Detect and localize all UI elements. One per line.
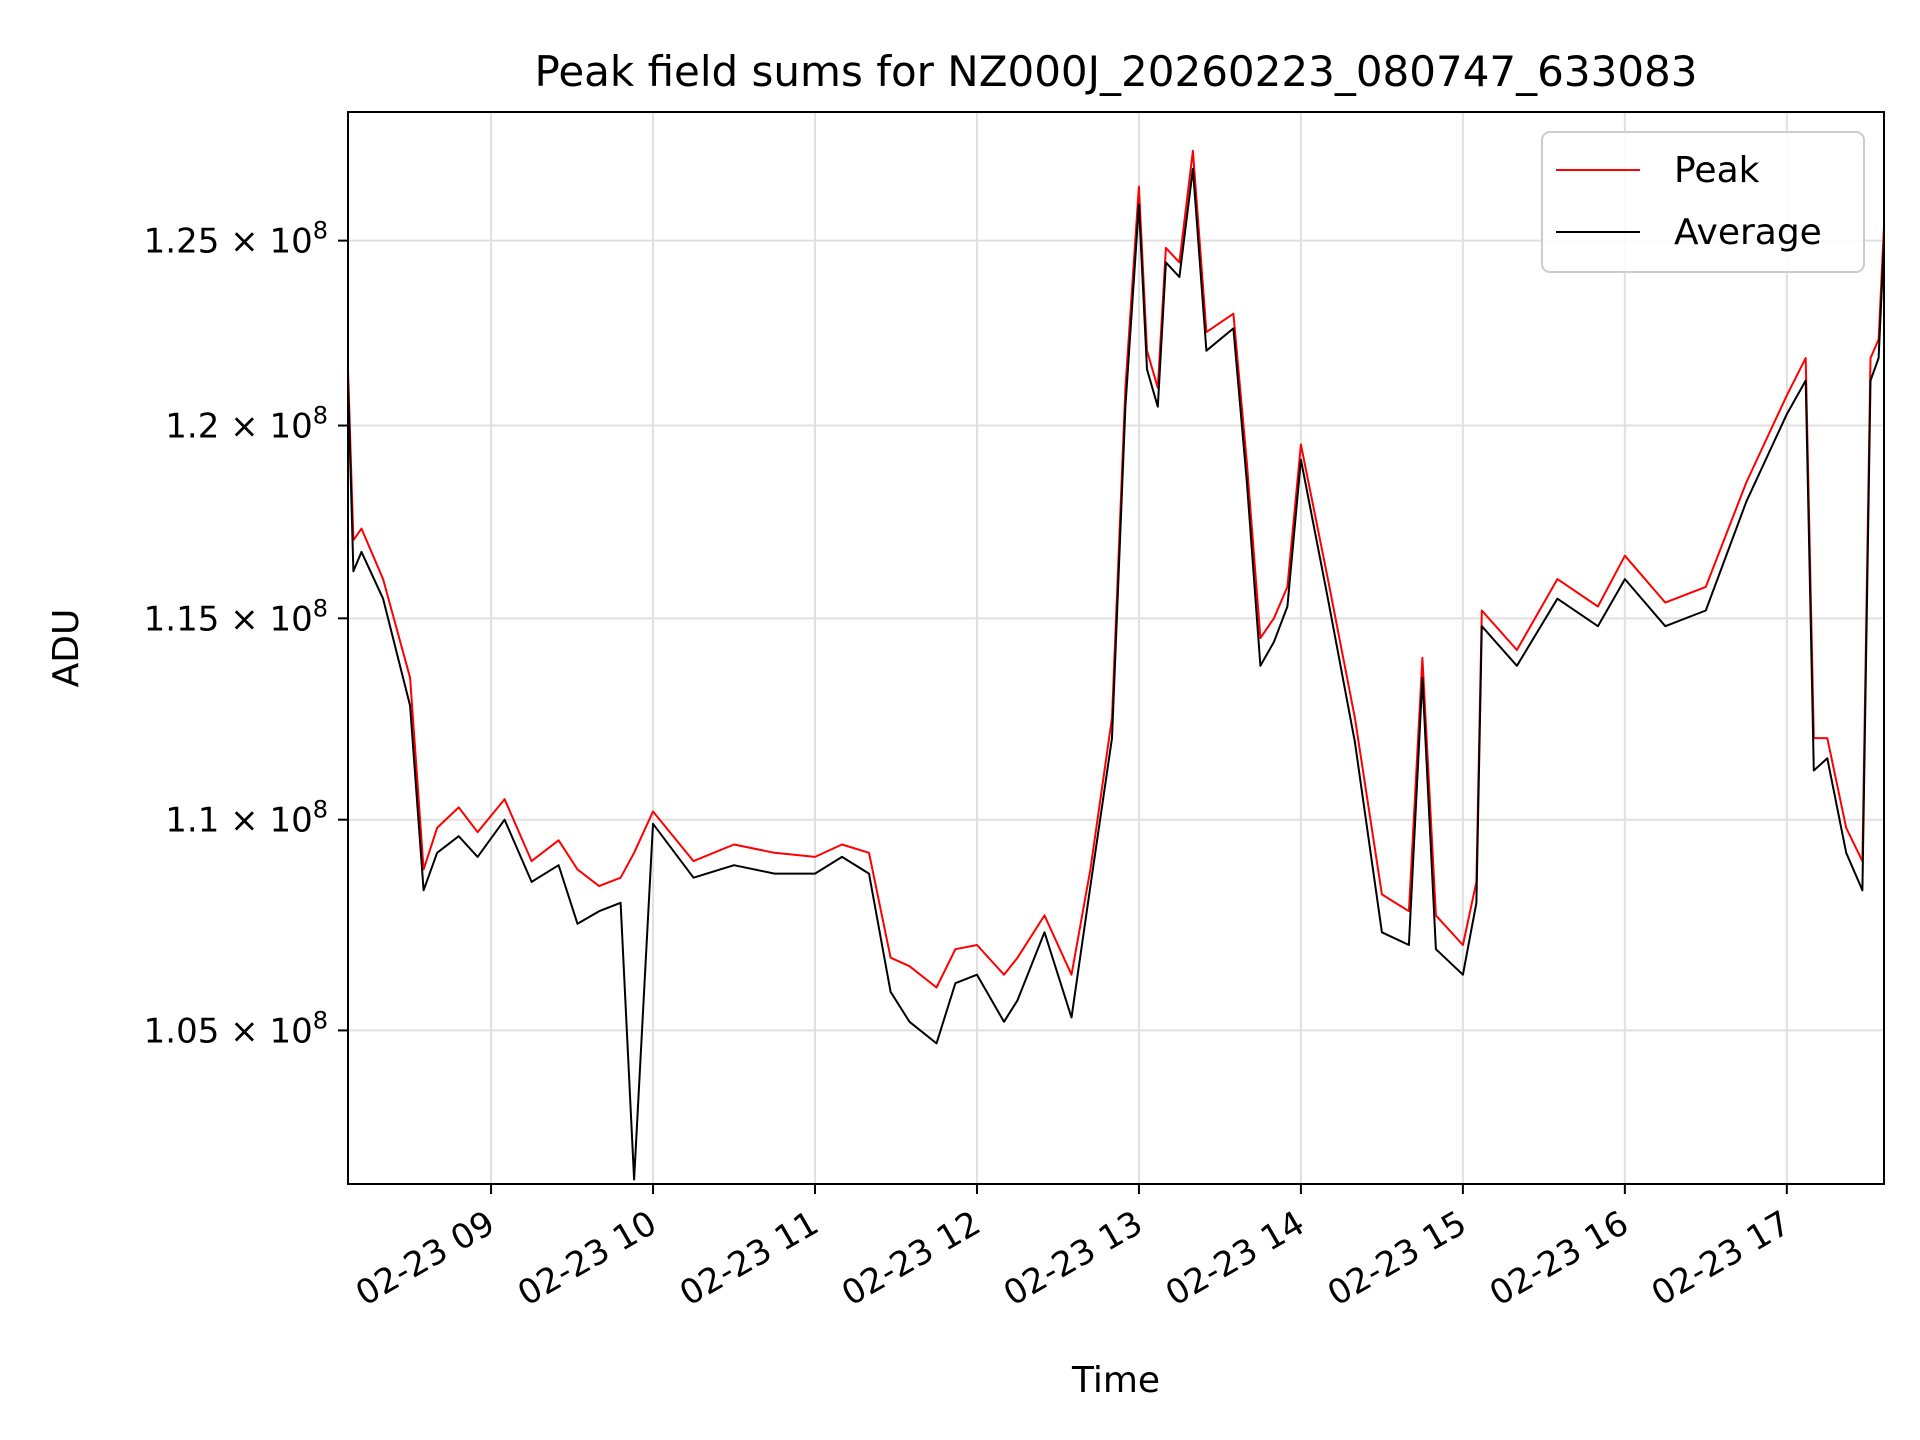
legend-label-average: Average	[1674, 212, 1822, 253]
legend: Peak Average	[1541, 131, 1865, 273]
y-axis-title: ADU	[46, 609, 87, 688]
y-tick-label: 1.05 × 108	[144, 1006, 328, 1051]
y-tick-exponent: 8	[313, 1006, 328, 1034]
chart-title: Peak field sums for NZ000J_20260223_0807…	[535, 47, 1698, 96]
grid-lines	[348, 112, 1884, 1184]
series-line-average	[347, 167, 1885, 1181]
x-axis-title: Time	[1071, 1360, 1160, 1401]
y-tick-exponent: 8	[313, 594, 328, 622]
series-layer	[347, 149, 1885, 1181]
legend-label-peak: Peak	[1674, 150, 1760, 191]
y-tick-mantissa: 1.1 × 10	[165, 801, 312, 841]
y-tick-label: 1.25 × 108	[144, 217, 328, 262]
y-tick-mantissa: 1.2 × 10	[165, 407, 312, 447]
y-tick-mantissa: 1.05 × 10	[144, 1011, 313, 1051]
y-tick-label: 1.1 × 108	[165, 796, 328, 841]
y-tick-exponent: 8	[313, 796, 328, 824]
y-tick-mantissa: 1.25 × 10	[144, 222, 313, 262]
y-tick-exponent: 8	[313, 217, 328, 245]
legend-box	[1541, 131, 1865, 273]
plot-frame	[347, 111, 1885, 1185]
y-tick-mantissa: 1.15 × 10	[144, 599, 313, 639]
y-tick-label: 1.2 × 108	[165, 402, 328, 447]
y-tick-exponent: 8	[313, 402, 328, 430]
y-tick-label: 1.15 × 108	[144, 594, 328, 639]
